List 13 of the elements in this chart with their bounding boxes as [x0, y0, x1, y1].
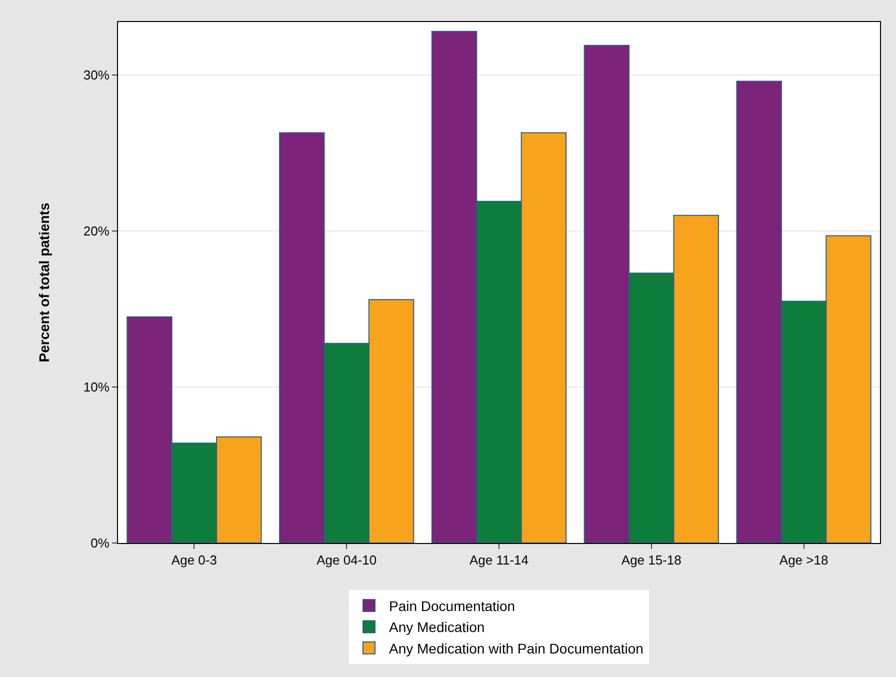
y-tick-label: 20%: [83, 224, 110, 239]
y-axis-title: Percent of total patients: [36, 202, 52, 362]
y-tick-label: 0%: [90, 536, 110, 551]
x-tick-label: Age >18: [779, 552, 828, 568]
legend-label: Pain Documentation: [389, 598, 516, 614]
legend-label: Any Medication with Pain Documentation: [389, 640, 644, 656]
x-tick-label: Age 04-10: [316, 552, 377, 568]
x-tick-label: Age 0-3: [171, 552, 217, 568]
legend-label: Any Medication: [389, 619, 485, 636]
x-tick-label: Age 11-14: [469, 552, 529, 568]
y-tick-label: 10%: [83, 380, 110, 395]
y-tick-label: 30%: [83, 68, 110, 83]
x-tick-label: Age 15-18: [621, 552, 682, 568]
